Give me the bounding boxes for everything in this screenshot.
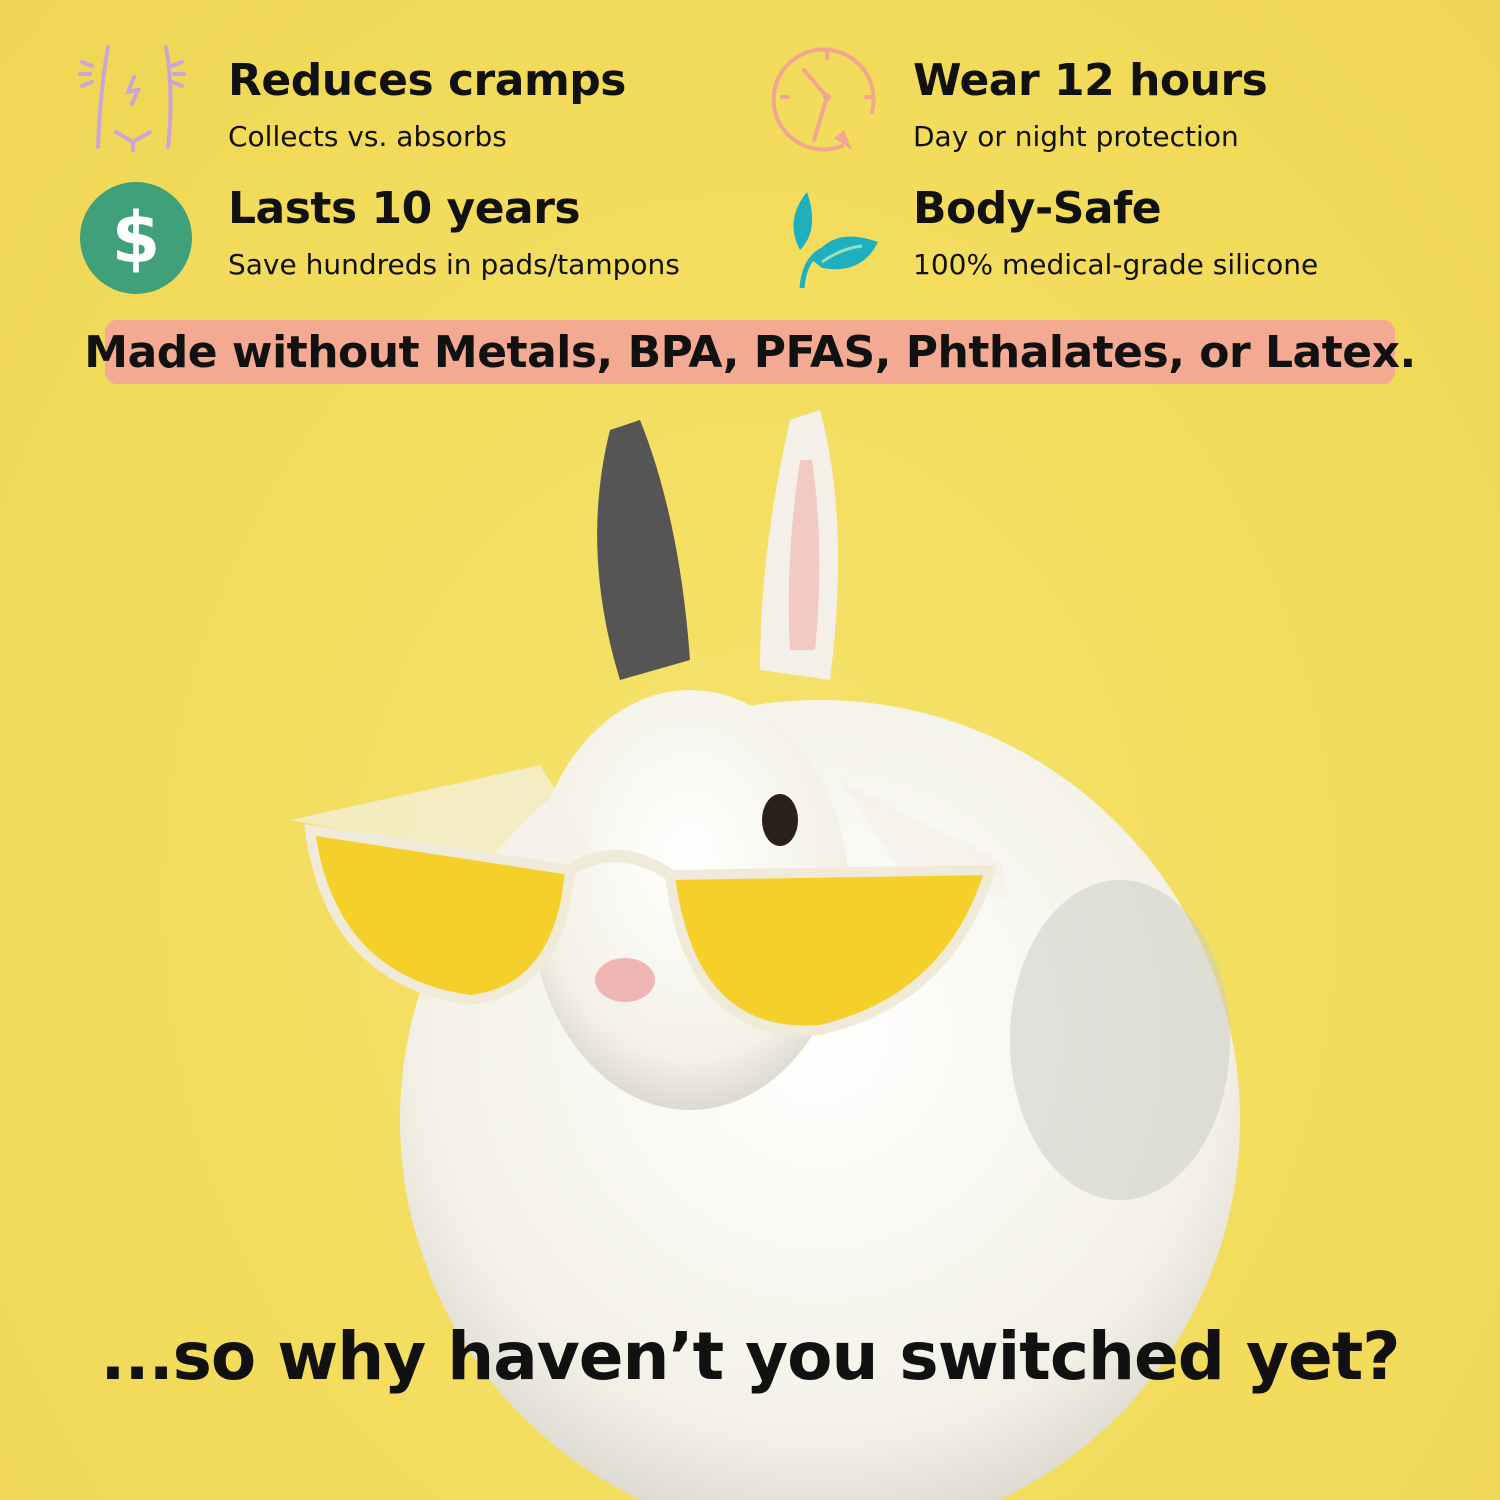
made-without-banner: Made without Metals, BPA, PFAS, Phthalat… [84,320,1416,384]
body-cramp-icon [78,45,186,152]
feature-title: Body-Safe [913,183,1162,234]
feature-subtitle: 100% medical-grade silicone [913,248,1319,281]
feature-reduces-cramps: Reduces cramps Collects vs. absorbs [228,55,626,153]
feature-lasts-10-years: Lasts 10 years Save hundreds in pads/tam… [228,183,680,281]
feature-subtitle: Save hundreds in pads/tampons [228,248,680,281]
feature-wear-12-hours: Wear 12 hours Day or night protection [913,55,1268,153]
feature-title: Wear 12 hours [913,55,1268,106]
clock-icon [772,47,876,152]
feature-title: Lasts 10 years [228,183,581,234]
tagline: ...so why haven’t you switched yet? [100,1318,1400,1395]
feature-subtitle: Day or night protection [913,120,1239,153]
leaf-icon [793,192,878,289]
feature-body-safe: Body-Safe 100% medical-grade silicone [913,183,1318,281]
feature-subtitle: Collects vs. absorbs [228,120,507,153]
bunny-photo [290,410,1240,1500]
feature-title: Reduces cramps [228,55,626,106]
dollar-icon: $ [80,182,192,294]
